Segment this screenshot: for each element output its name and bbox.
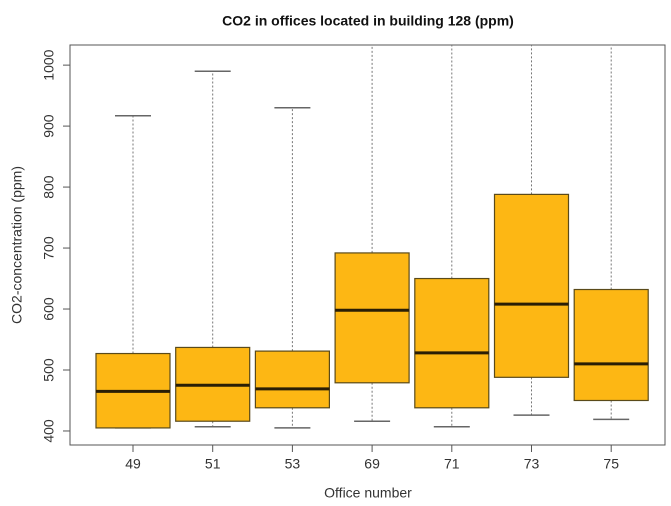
y-tick-label: 400 <box>41 419 57 443</box>
x-axis-label: Office number <box>324 485 412 501</box>
y-tick-label: 800 <box>41 175 57 199</box>
x-tick-label: 53 <box>285 456 301 472</box>
plot-frame <box>69 44 666 446</box>
box <box>414 277 490 409</box>
box <box>573 288 649 402</box>
x-tick-label: 49 <box>125 456 141 472</box>
box <box>493 193 570 378</box>
plot-area <box>95 45 649 429</box>
y-tick-label: 900 <box>41 114 57 138</box>
x-tick-label: 71 <box>444 456 460 472</box>
y-tick-label: 1000 <box>41 49 57 80</box>
y-tick-label: 500 <box>41 358 57 382</box>
box <box>334 252 410 384</box>
y-tick-label: 600 <box>41 297 57 321</box>
x-tick-label: 51 <box>205 456 221 472</box>
chart-title: CO2 in offices located in building 128 (… <box>222 13 514 29</box>
y-axis-label: CO2-concentration (ppm) <box>9 166 25 324</box>
x-tick-label: 73 <box>524 456 540 472</box>
x-tick-label: 69 <box>364 456 380 472</box>
y-tick-label: 700 <box>41 236 57 260</box>
x-tick-label: 75 <box>603 456 619 472</box>
box <box>254 350 330 409</box>
